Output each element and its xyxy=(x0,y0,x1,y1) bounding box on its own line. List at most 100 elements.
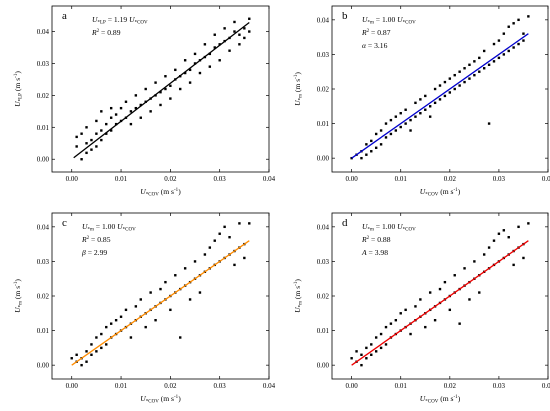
data-point xyxy=(238,222,241,225)
data-point xyxy=(95,145,98,148)
axis-unit-close: ) xyxy=(458,394,461,403)
data-point xyxy=(374,146,378,149)
y-tick-label: 0.02 xyxy=(317,86,330,94)
axis-subscript: *m xyxy=(299,301,304,308)
data-point xyxy=(424,94,427,98)
data-point xyxy=(174,274,177,277)
data-point xyxy=(384,325,388,329)
data-point xyxy=(95,119,98,123)
data-point xyxy=(365,357,368,360)
data-point xyxy=(169,308,172,312)
data-point xyxy=(453,87,456,91)
axis-subscript: *COV xyxy=(425,400,438,405)
data-point xyxy=(105,132,108,135)
data-point xyxy=(218,232,221,235)
axis-subscript: *LP xyxy=(19,93,24,102)
data-point xyxy=(85,126,88,129)
annot-text: = 0.87 xyxy=(369,28,391,37)
data-point xyxy=(438,84,442,87)
axis-superscript: -1 xyxy=(174,395,179,400)
data-point xyxy=(233,30,236,33)
data-point xyxy=(384,343,388,346)
data-point xyxy=(433,319,437,322)
data-point xyxy=(233,263,236,267)
x-axis-label: U*COV (m s-1) xyxy=(140,394,181,405)
data-point xyxy=(507,236,510,239)
data-point xyxy=(478,70,481,73)
annot-subscript: *m xyxy=(367,21,374,26)
data-point xyxy=(105,343,108,346)
x-tick-label: 0.01 xyxy=(115,175,128,183)
data-point xyxy=(248,17,251,20)
y-tick-label: 0.04 xyxy=(37,28,50,36)
x-tick-label: 0.03 xyxy=(214,382,227,390)
data-point xyxy=(114,122,118,126)
annot-symbol: β xyxy=(81,248,86,257)
annot-symbol: U xyxy=(397,222,403,231)
data-point xyxy=(399,312,402,315)
data-point xyxy=(379,346,383,350)
data-point xyxy=(517,18,520,22)
data-point xyxy=(370,343,373,346)
annot-symbol: U xyxy=(92,15,98,24)
axis-symbol: U xyxy=(293,307,302,313)
data-point xyxy=(95,350,98,353)
data-point xyxy=(134,106,138,110)
data-point xyxy=(360,363,363,367)
data-point xyxy=(443,80,447,84)
annot-symbol: U xyxy=(129,15,135,24)
data-point xyxy=(379,143,383,146)
data-point xyxy=(517,42,520,46)
data-point xyxy=(95,336,98,339)
y-tick-label: 0.02 xyxy=(317,293,330,301)
annotation-line: β = 2.99 xyxy=(81,248,107,257)
annot-subscript: *COV xyxy=(123,228,136,233)
x-tick-label: 0.01 xyxy=(115,382,128,390)
data-point xyxy=(478,291,481,294)
y-tick-label: 0.02 xyxy=(37,92,50,100)
axis-unit-close: ) xyxy=(178,187,181,196)
x-axis-label: U*COV (m s-1) xyxy=(140,187,181,198)
data-point xyxy=(389,322,393,325)
data-point xyxy=(522,39,525,42)
data-point xyxy=(213,239,216,242)
data-point xyxy=(100,129,103,132)
data-point xyxy=(497,232,501,235)
axis-unit-close: ) xyxy=(13,279,22,282)
data-point xyxy=(174,68,177,72)
y-tick-label: 0.00 xyxy=(317,155,330,163)
y-tick-label: 0.01 xyxy=(317,120,330,128)
axis-superscript: -1 xyxy=(294,281,299,286)
data-point xyxy=(164,87,167,91)
data-point xyxy=(183,71,187,75)
axis-superscript: -1 xyxy=(174,188,179,193)
annot-symbol: R xyxy=(361,235,367,244)
data-point xyxy=(109,106,113,110)
panel-letter: d xyxy=(342,217,348,229)
data-point xyxy=(243,256,246,260)
y-tick-label: 0.00 xyxy=(37,362,50,370)
data-point xyxy=(149,110,152,113)
y-axis-label: U*m (m s-1) xyxy=(293,72,304,106)
data-point xyxy=(399,112,402,115)
data-point xyxy=(100,332,103,336)
data-point xyxy=(90,343,93,346)
fit-line xyxy=(71,240,250,366)
data-point xyxy=(90,148,93,151)
data-point xyxy=(238,33,241,36)
data-point xyxy=(183,267,187,270)
data-point xyxy=(384,122,388,125)
data-point xyxy=(169,97,172,100)
annot-text: = 0.89 xyxy=(99,28,121,37)
data-point xyxy=(502,229,506,232)
panel-a: 0.00 0.01 0.02 0.03 0.04 0.00 0.01 0.02 0.03 0.04… xyxy=(13,5,276,198)
x-tick-label: 0.03 xyxy=(493,175,506,183)
data-point xyxy=(129,110,133,113)
data-point xyxy=(203,43,207,46)
data-point xyxy=(414,101,417,105)
y-tick-label: 0.03 xyxy=(37,258,50,266)
y-tick-label: 0.01 xyxy=(37,327,50,335)
data-point xyxy=(522,32,525,35)
y-tick-label: 0.04 xyxy=(317,16,330,24)
